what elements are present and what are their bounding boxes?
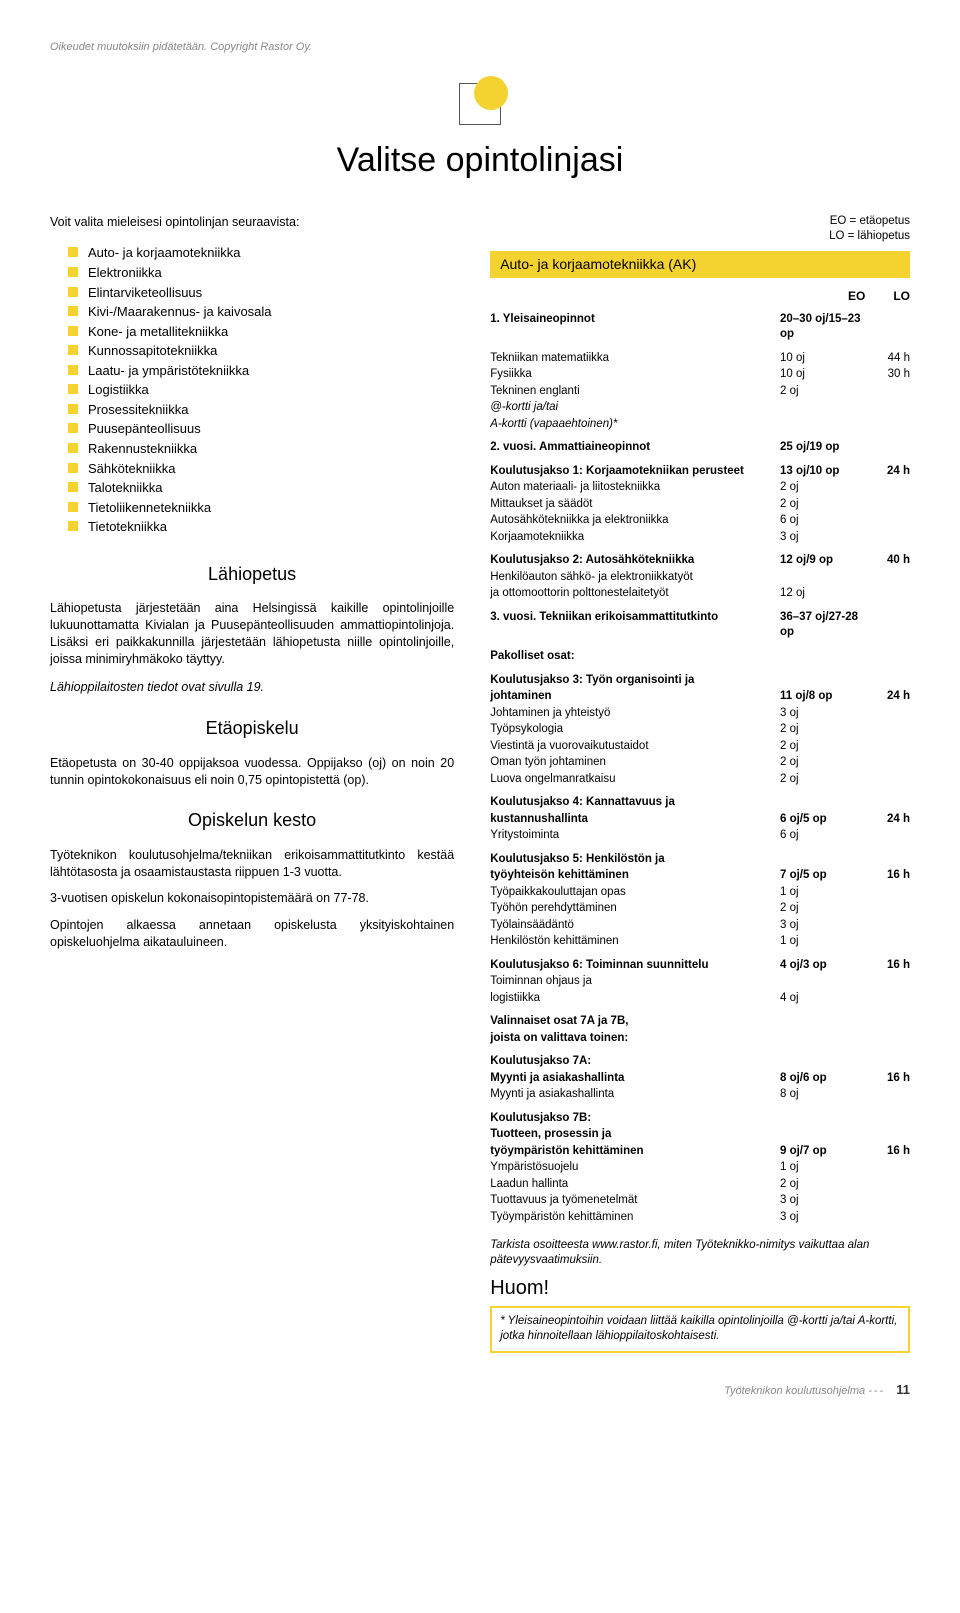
footer-text: Työteknikon koulutusohjelma [724, 1385, 865, 1397]
legend: EO = etäopetus LO = lähiopetus [490, 214, 910, 245]
lahiopetus-p2: Lähioppilaitosten tiedot ovat sivulla 19… [50, 679, 454, 696]
table-row: työympäristön kehittäminen9 oj/7 op16 h [490, 1144, 910, 1160]
table-row: Työpsykologia2 oj [490, 722, 910, 738]
study-line-item: Talotekniikka [68, 479, 454, 497]
table-row: Johtaminen ja yhteistyö3 oj [490, 706, 910, 722]
copyright-text: Oikeudet muutoksiin pidätetään. Copyrigh… [50, 40, 910, 55]
study-line-item: Tietotekniikka [68, 518, 454, 536]
table-row: kustannushallinta6 oj/5 op24 h [490, 812, 910, 828]
table-row: Toiminnan ohjaus ja [490, 974, 910, 990]
study-line-item: Kone- ja metallitekniikka [68, 323, 454, 341]
sub-etaopiskelu: Etäopiskelu [50, 716, 454, 740]
intro-text: Voit valita mieleisesi opintolinjan seur… [50, 214, 454, 231]
table-header: EO LO [490, 288, 910, 304]
legend-lo: LO = lähiopetus [490, 229, 910, 245]
section-bar: Auto- ja korjaamotekniikka (AK) [490, 251, 910, 278]
sub-lahiopetus: Lähiopetus [50, 562, 454, 586]
study-line-item: Elektroniikka [68, 264, 454, 282]
table-row: Henkilöstön kehittäminen1 oj [490, 934, 910, 950]
tarkista-text: Tarkista osoitteesta www.rastor.fi, mite… [490, 1238, 910, 1269]
hdr-lo: LO [893, 288, 910, 304]
page-footer: Työteknikon koulutusohjelma --- 11 [50, 1381, 910, 1399]
table-row: Korjaamotekniikka3 oj [490, 530, 910, 546]
table-row: Koulutusjakso 7A: [490, 1054, 910, 1070]
sub-kesto: Opiskelun kesto [50, 808, 454, 832]
page-number: 11 [896, 1382, 910, 1397]
hdr-eo: EO [848, 288, 865, 304]
table-row: Koulutusjakso 7B: [490, 1111, 910, 1127]
table-row: Autosähkötekniikka ja elektroniikka6 oj [490, 513, 910, 529]
kesto-p1: Työteknikon koulutusohjelma/tekniikan er… [50, 847, 454, 881]
table-row: 2. vuosi. Ammattiaineopinnot25 oj/19 op [490, 440, 910, 456]
table-row: Koulutusjakso 1: Korjaamotekniikan perus… [490, 464, 910, 480]
table-row: ja ottomoottorin polttonestelaitetyöt12 … [490, 586, 910, 602]
legend-eo: EO = etäopetus [490, 214, 910, 230]
study-line-item: Puusepänteollisuus [68, 420, 454, 438]
table-row: Koulutusjakso 3: Työn organisointi ja [490, 673, 910, 689]
table-row: 3. vuosi. Tekniikan erikoisammattitutkin… [490, 610, 910, 641]
etaopiskelu-p1: Etäopetusta on 30-40 oppijaksoa vuodessa… [50, 755, 454, 789]
study-lines-list: Auto- ja korjaamotekniikka Elektroniikka E… [68, 244, 454, 535]
study-line-item: Kivi-/Maarakennus- ja kaivosala [68, 303, 454, 321]
table-row: Laadun hallinta2 oj [490, 1177, 910, 1193]
table-row: johtaminen11 oj/8 op24 h [490, 689, 910, 705]
table-row: Fysiikka10 oj30 h [490, 367, 910, 383]
table-row: @-kortti ja/tai [490, 400, 910, 416]
study-line-item: Laatu- ja ympäristötekniikka [68, 362, 454, 380]
table-row: Koulutusjakso 5: Henkilöstön ja [490, 852, 910, 868]
table-row: Koulutusjakso 6: Toiminnan suunnittelu4 … [490, 958, 910, 974]
table-row: Tuotteen, prosessin ja [490, 1127, 910, 1143]
study-line-item: Rakennustekniikka [68, 440, 454, 458]
footer-dashes: --- [868, 1385, 890, 1397]
table-row: Työlainsäädäntö3 oj [490, 918, 910, 934]
study-line-item: Tietoliikennetekniikka [68, 499, 454, 517]
study-line-item: Auto- ja korjaamotekniikka [68, 244, 454, 262]
study-line-item: Logistiikka [68, 381, 454, 399]
table-row: Luova ongelmanratkaisu2 oj [490, 772, 910, 788]
table-row: A-kortti (vapaaehtoinen)* [490, 417, 910, 433]
table-row: työyhteisön kehittäminen7 oj/5 op16 h [490, 868, 910, 884]
table-row: Työympäristön kehittäminen3 oj [490, 1210, 910, 1226]
table-row: Henkilöauton sähkö- ja elektroniikkatyöt [490, 570, 910, 586]
study-line-item: Sähkötekniikka [68, 460, 454, 478]
table-row: Auton materiaali- ja liitostekniikka2 oj [490, 480, 910, 496]
table-row: Tekniikan matematiikka10 oj44 h [490, 351, 910, 367]
table-row: Yritystoiminta6 oj [490, 828, 910, 844]
curriculum-table: 1. Yleisaineopinnot20–30 oj/15–23 op Tekn… [490, 312, 910, 1226]
table-row: Valinnaiset osat 7A ja 7B, [490, 1014, 910, 1030]
right-column: EO = etäopetus LO = lähiopetus Auto- ja … [490, 214, 910, 1353]
study-line-item: Kunnossapitotekniikka [68, 342, 454, 360]
page-title: Valitse opintolinjasi [50, 138, 910, 184]
huom-title: Huom! [490, 1275, 910, 1302]
table-row: logistiikka4 oj [490, 991, 910, 1007]
table-row: Tekninen englanti2 oj [490, 384, 910, 400]
logo-wrap [50, 83, 910, 130]
table-row: Ympäristösuojelu1 oj [490, 1160, 910, 1176]
table-row: Pakolliset osat: [490, 649, 910, 665]
table-row: Viestintä ja vuorovaikutustaidot2 oj [490, 739, 910, 755]
table-row: Koulutusjakso 4: Kannattavuus ja [490, 795, 910, 811]
table-row: Tuottavuus ja työmenetelmät3 oj [490, 1193, 910, 1209]
table-row: 1. Yleisaineopinnot20–30 oj/15–23 op [490, 312, 910, 343]
lahiopetus-p1: Lähiopetusta järjestetään aina Helsingis… [50, 600, 454, 668]
table-row: Oman työn johtaminen2 oj [490, 755, 910, 771]
table-row: Myynti ja asiakashallinta8 oj [490, 1087, 910, 1103]
table-row: Työpaikkakouluttajan opas1 oj [490, 885, 910, 901]
study-line-item: Elintarviketeollisuus [68, 284, 454, 302]
left-column: Voit valita mieleisesi opintolinjan seur… [50, 214, 454, 1353]
table-row: Myynti ja asiakashallinta8 oj/6 op16 h [490, 1071, 910, 1087]
table-row: Työhön perehdyttäminen2 oj [490, 901, 910, 917]
kesto-p2: 3-vuotisen opiskelun kokonaisopintopiste… [50, 890, 454, 907]
table-row: Koulutusjakso 2: Autosähkötekniikka12 oj… [490, 553, 910, 569]
table-row: joista on valittava toinen: [490, 1031, 910, 1047]
table-row: Mittaukset ja säädöt2 oj [490, 497, 910, 513]
note-box: * Yleisaineopintoihin voidaan liittää ka… [490, 1306, 910, 1353]
study-line-item: Prosessitekniikka [68, 401, 454, 419]
kesto-p3: Opintojen alkaessa annetaan opiskelusta … [50, 917, 454, 951]
logo-icon [459, 83, 501, 125]
